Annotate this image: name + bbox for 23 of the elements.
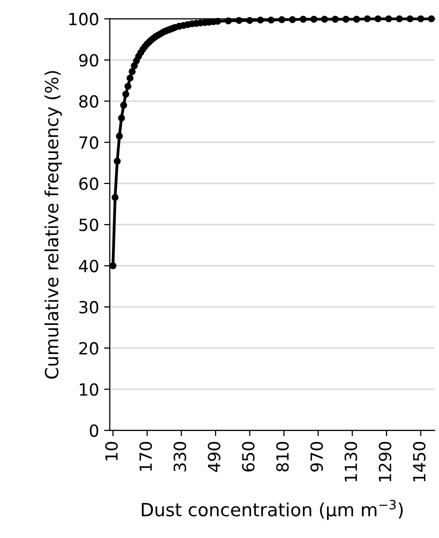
x-tick-label: 810 bbox=[276, 442, 289, 472]
x-tick-label: 10 bbox=[105, 442, 118, 460]
x-tick-label: 650 bbox=[242, 442, 255, 472]
y-tick-label: 80 bbox=[79, 95, 98, 108]
y-tick-label: 50 bbox=[79, 218, 98, 232]
y-tick-label: 90 bbox=[79, 54, 98, 67]
y-tick-label: 70 bbox=[79, 136, 98, 149]
y-tick-label: 0 bbox=[90, 424, 98, 437]
x-tick-label: 170 bbox=[139, 442, 152, 471]
x-tick-label: 330 bbox=[174, 442, 186, 472]
x-tick-label: 1450 bbox=[412, 442, 426, 482]
y-tick-label: 20 bbox=[79, 342, 98, 355]
x-tick-label: 970 bbox=[310, 442, 323, 472]
y-tick-label: 60 bbox=[79, 177, 98, 190]
x-tick-label: 490 bbox=[208, 442, 220, 472]
y-tick-label: 100 bbox=[69, 12, 98, 26]
y-tick-label: 10 bbox=[80, 383, 98, 396]
x-axis-title: Dust concentration (μm m$^{−3}$) bbox=[142, 500, 403, 520]
y-tick-label: 40 bbox=[78, 260, 98, 272]
x-tick-label: 1290 bbox=[378, 442, 392, 482]
y-axis-title: Cumulative relative frequency (%) bbox=[44, 71, 62, 379]
x-tick-label: 1130 bbox=[344, 442, 358, 482]
y-tick-label: 30 bbox=[79, 300, 98, 314]
